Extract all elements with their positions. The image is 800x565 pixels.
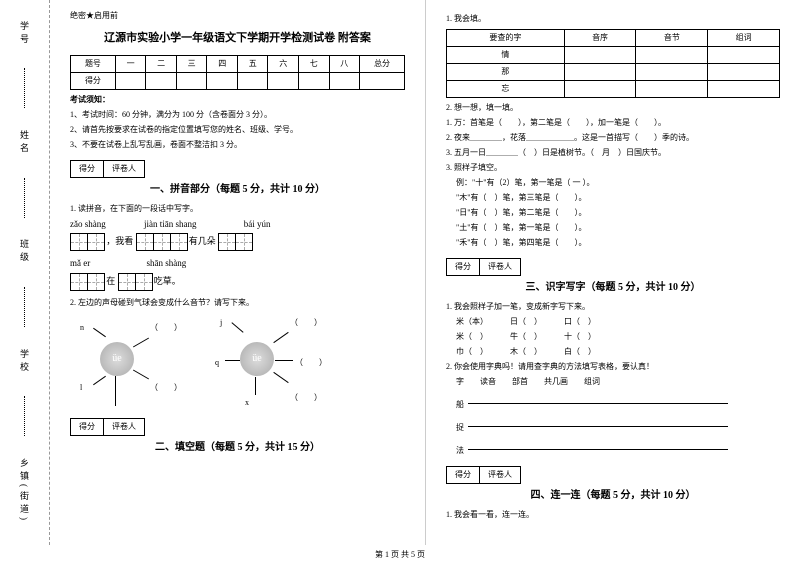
- blank: （ ）: [150, 322, 182, 334]
- consonant: j: [220, 317, 222, 329]
- question-text: 2. 左边的声母碰到气球会变成什么音节？请写下来。: [70, 297, 405, 309]
- char: 捉: [456, 423, 464, 432]
- text: ，我看: [106, 236, 133, 246]
- tianzi-grid: [70, 233, 104, 251]
- tianzi-grid: [118, 273, 152, 291]
- char: 法: [456, 446, 464, 455]
- fill-line: [468, 440, 728, 450]
- fill-line: [468, 394, 728, 404]
- question-text: 2. 你会使用字典吗！请用查字典的方法填写表格，要认真！: [446, 361, 780, 373]
- margin-dotline: [24, 178, 25, 218]
- score-box: 得分评卷人: [446, 466, 521, 484]
- sub-question: 1. 万：首笔是（ ），第二笔是（ ），加一笔是（ ）。: [446, 117, 780, 129]
- content-columns: 绝密★启用前 辽源市实验小学一年级语文下学期开学检测试卷 附答案 题号 一 二 …: [50, 0, 800, 545]
- example-text: 例："十"有（2）笔，第一笔是（ 一 ）。: [446, 177, 780, 189]
- pinyin-text: jiàn tiān shang: [144, 219, 197, 229]
- fill-row: "木"有（ ）笔，第三笔是（ ）。: [446, 192, 780, 204]
- page-footer: 第 1 页 共 5 页: [0, 545, 800, 564]
- blank: （ ）: [290, 317, 322, 329]
- lookup-table: 要查的字 音序 音节 组词 情 那 忘: [446, 29, 780, 98]
- balloon-circle: üe: [100, 342, 134, 376]
- consonant: l: [80, 382, 82, 394]
- section-1-title: 一、拼音部分（每题 5 分，共计 10 分）: [70, 182, 405, 197]
- question-text: 1. 我会照样子加一笔，变成新字写下来。: [446, 301, 780, 313]
- instruction-item: 3、不要在试卷上乱写乱画，卷面不整洁扣 3 分。: [70, 139, 405, 151]
- instruction-item: 2、请首先按要求在试卷的指定位置填写您的姓名、班级、学号。: [70, 124, 405, 136]
- score-box: 得分评卷人: [70, 160, 145, 178]
- consonant: x: [245, 397, 249, 409]
- instruction-item: 1、考试时间：60 分钟，满分为 100 分（含卷面分 3 分）。: [70, 109, 405, 121]
- fill-row: "土"有（ ）笔，第一笔是（ ）。: [446, 222, 780, 234]
- blank: （ ）: [150, 382, 182, 394]
- margin-dotline: [24, 287, 25, 327]
- fill-row: "日"有（ ）笔，第二笔是（ ）。: [446, 207, 780, 219]
- section-3-title: 三、识字写字（每题 5 分，共计 10 分）: [446, 280, 780, 295]
- section-4-title: 四、连一连（每题 5 分，共计 10 分）: [446, 488, 780, 503]
- question-text: 1. 我会填。: [446, 13, 780, 25]
- secret-label: 绝密★启用前: [70, 10, 405, 22]
- tianzi-grid: [136, 233, 187, 251]
- cell: 十（ ）: [564, 332, 596, 341]
- cell: 牛（ ）: [510, 332, 538, 341]
- blank: （ ）: [295, 357, 327, 369]
- table-row: 要查的字 音序 音节 组词: [447, 30, 780, 47]
- consonant: q: [215, 357, 219, 369]
- cell: 巾（ ）: [456, 347, 484, 356]
- table-row: 那: [447, 64, 780, 81]
- instructions: 考试须知： 1、考试时间：60 分钟，满分为 100 分（含卷面分 3 分）。 …: [70, 94, 405, 151]
- sub-question: 2. 夜来＿＿＿＿，花落＿＿＿＿＿＿。这是一首描写（ ）季的诗。: [446, 132, 780, 144]
- score-box: 得分评卷人: [446, 258, 521, 276]
- cell: 米（本）: [456, 317, 484, 326]
- balloon-diagram: üe j q x （ ） （ ） （ ）: [210, 312, 350, 412]
- exam-page: 学号 姓名 班级 学校 乡镇(街道) 绝密★启用前 辽源市实验小学一年级语文下学…: [0, 0, 800, 545]
- table-row: 题号 一 二 三 四 五 六 七 八 总分: [71, 55, 405, 72]
- left-column: 绝密★启用前 辽源市实验小学一年级语文下学期开学检测试卷 附答案 题号 一 二 …: [50, 0, 425, 545]
- sub-question: 3. 五月一日＿＿＿＿（ ）日是植树节。（ 月 ）日国庆节。: [446, 147, 780, 159]
- tianzi-grid: [70, 273, 104, 291]
- text: 有几朵: [189, 236, 216, 246]
- pinyin-text: shān shàng: [147, 258, 187, 268]
- balloon-circle: üe: [240, 342, 274, 376]
- fill-row: "禾"有（ ）笔，第四笔是（ ）。: [446, 237, 780, 249]
- margin-dotline: [24, 68, 25, 108]
- consonant: n: [80, 322, 84, 334]
- binding-margin: 学号 姓名 班级 学校 乡镇(街道): [0, 0, 50, 545]
- cell: 白（ ）: [564, 347, 596, 356]
- question-text: 1. 我会看一看，连一连。: [446, 509, 780, 521]
- score-summary-table: 题号 一 二 三 四 五 六 七 八 总分 得分: [70, 55, 405, 90]
- pinyin-text: mǎ er: [70, 258, 90, 268]
- margin-label: 学号: [18, 21, 31, 47]
- question-text: 3. 照样子填空。: [446, 162, 780, 174]
- cell: 木（ ）: [510, 347, 538, 356]
- margin-label: 乡镇(街道): [18, 458, 31, 524]
- table-header: 字 读音 部首 共几画 组词: [446, 376, 780, 388]
- exam-title: 辽源市实验小学一年级语文下学期开学检测试卷 附答案: [70, 30, 405, 47]
- balloon-diagram: üe n l （ ） （ ）: [70, 312, 210, 412]
- pinyin-text: zǎo shàng: [70, 219, 106, 229]
- right-column: 1. 我会填。 要查的字 音序 音节 组词 情 那 忘 2. 想一想，填一填。 …: [425, 0, 800, 545]
- fill-line: [468, 417, 728, 427]
- text: 在: [106, 276, 115, 286]
- cell: 日（ ）: [510, 317, 538, 326]
- table-row: 情: [447, 47, 780, 64]
- pinyin-text: bái yún: [244, 219, 271, 229]
- blank: （ ）: [290, 392, 322, 404]
- table-row: 忘: [447, 81, 780, 98]
- margin-label: 学校: [18, 349, 31, 375]
- instructions-title: 考试须知：: [70, 94, 405, 106]
- section-2-title: 二、填空题（每题 5 分，共计 15 分）: [70, 440, 405, 455]
- question-text: 2. 想一想，填一填。: [446, 102, 780, 114]
- table-row: 得分: [71, 72, 405, 89]
- tianzi-grid: [218, 233, 252, 251]
- score-box: 得分评卷人: [70, 418, 145, 436]
- char: 船: [456, 400, 464, 409]
- margin-label: 姓名: [18, 130, 31, 156]
- text: 吃草。: [154, 276, 181, 286]
- question-text: 1. 读拼音，在下面的一段话中写字。: [70, 203, 405, 215]
- cell: 米（ ）: [456, 332, 484, 341]
- margin-dotline: [24, 396, 25, 436]
- margin-label: 班级: [18, 239, 31, 265]
- cell: 口（ ）: [564, 317, 596, 326]
